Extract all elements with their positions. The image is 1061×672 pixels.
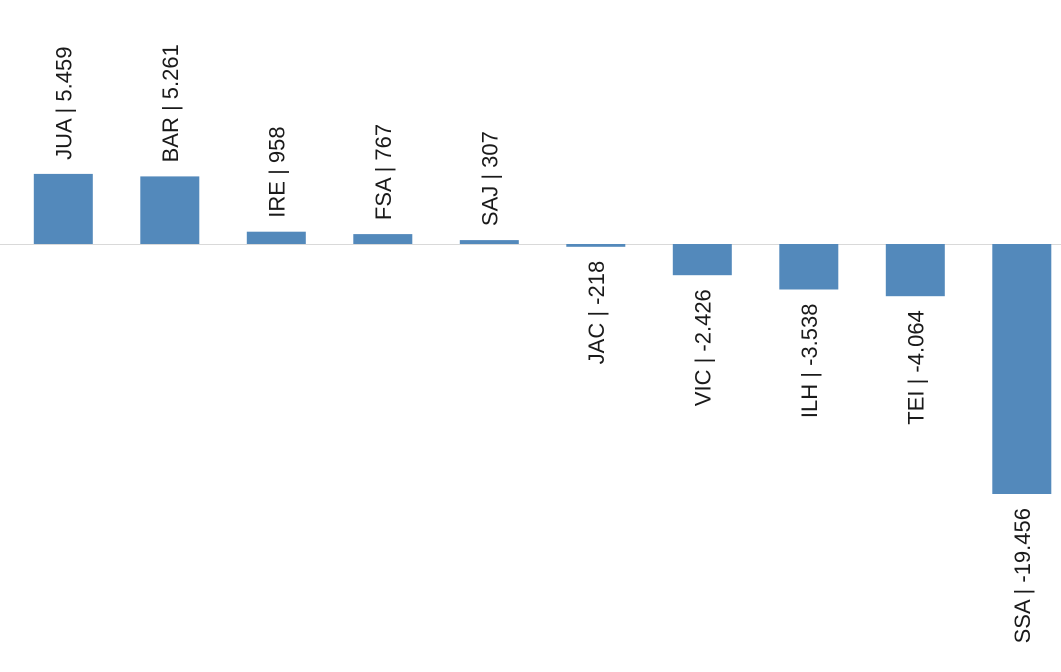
bar-tei <box>885 244 945 297</box>
bar-jua <box>33 173 93 244</box>
data-label-bar: BAR | 5.261 <box>158 44 183 162</box>
bar-fsa <box>353 234 413 244</box>
bar-jac <box>566 244 626 247</box>
data-label-tei: TEI | -4.064 <box>903 310 928 425</box>
bar-series <box>33 173 1052 494</box>
bar-ire <box>246 231 306 244</box>
bar-vic <box>672 244 732 276</box>
data-label-ssa: SSA | -19.456 <box>1010 508 1035 643</box>
bar-ssa <box>992 244 1052 494</box>
data-label-ire: IRE | 958 <box>264 126 289 217</box>
bar-ilh <box>779 244 839 290</box>
bar-bar <box>140 176 200 244</box>
data-label-fsa: FSA | 767 <box>371 124 396 220</box>
data-label-ilh: ILH | -3.538 <box>797 304 822 419</box>
data-labels: JUA | 5.459 BAR | 5.261 IRE | 958 FSA | 767… <box>51 44 1035 643</box>
data-label-saj: SAJ | 307 <box>477 131 502 226</box>
data-label-vic: VIC | -2.426 <box>690 289 715 406</box>
data-label-jac: JAC | -218 <box>584 261 609 365</box>
bar-saj <box>459 240 519 244</box>
data-label-jua: JUA | 5.459 <box>51 47 76 160</box>
